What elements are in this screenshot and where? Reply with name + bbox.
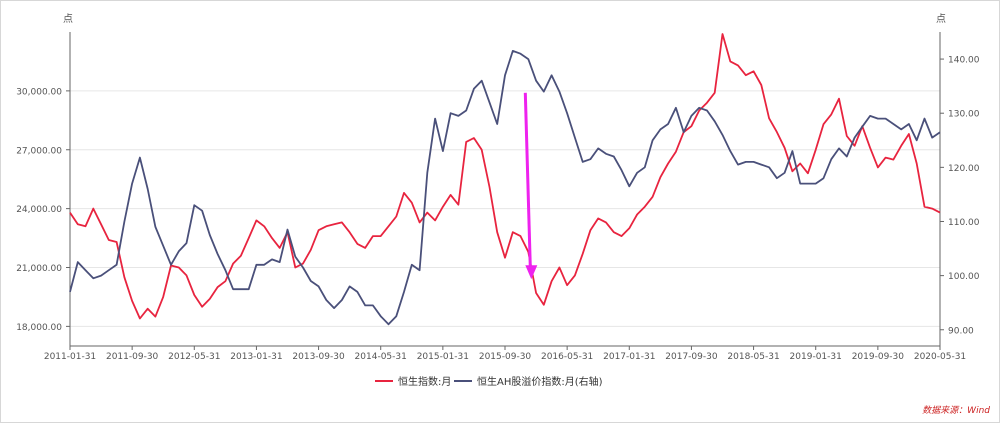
x-tick-label: 2011-01-31 xyxy=(44,352,96,362)
annotation-arrow xyxy=(523,92,538,280)
x-tick-label: 2017-01-31 xyxy=(603,352,655,362)
series-line-ah-premium xyxy=(69,50,941,326)
y-left-unit-label: 点 xyxy=(63,13,73,25)
x-tick-label: 2020-05-31 xyxy=(914,352,966,362)
y-left-tick-label: 30,000.00 xyxy=(16,87,62,97)
y-left-tick-label: 18,000.00 xyxy=(16,323,62,333)
y-right-tick-label: 120.00 xyxy=(948,164,980,174)
y-right-tick-label: 130.00 xyxy=(948,110,980,120)
x-tick-label: 2019-09-30 xyxy=(852,352,905,362)
y-right-tick-label: 140.00 xyxy=(948,56,980,66)
legend: 恒生指数:月 恒生AH股溢价指数:月(右轴) xyxy=(375,375,603,388)
y-right-tick-label: 90.00 xyxy=(948,326,974,336)
annotation-arrow-head xyxy=(525,265,538,280)
annotation-arrow-shaft xyxy=(523,92,532,268)
series-lines xyxy=(69,33,941,326)
x-axis-ticks: 2011-01-31 2011-09-30 2012-05-31 2013-01-31… xyxy=(44,346,966,362)
x-tick-label: 2018-05-31 xyxy=(727,352,779,362)
x-tick-label: 2016-05-31 xyxy=(541,352,593,362)
y-right-unit-label: 点 xyxy=(936,13,946,25)
x-tick-label: 2012-05-31 xyxy=(168,352,220,362)
x-tick-label: 2013-09-30 xyxy=(292,352,345,362)
x-tick-label: 2017-09-30 xyxy=(665,352,718,362)
y-left-tick-label: 21,000.00 xyxy=(16,264,62,274)
x-tick-label: 2019-01-31 xyxy=(790,352,842,362)
y-right-tick-label: 100.00 xyxy=(948,272,980,282)
series-line-hsi xyxy=(69,33,941,320)
x-tick-label: 2015-01-31 xyxy=(417,352,469,362)
gridlines xyxy=(70,90,940,327)
y-right-tick-label: 110.00 xyxy=(948,218,980,228)
x-tick-label: 2014-05-31 xyxy=(355,352,407,362)
y-left-tick-label: 24,000.00 xyxy=(16,205,62,215)
x-tick-label: 2015-09-30 xyxy=(479,352,532,362)
y-left-tick-label: 27,000.00 xyxy=(16,146,62,156)
legend-label-hsi: 恒生指数:月 xyxy=(398,375,451,388)
legend-label-ah-premium: 恒生AH股溢价指数:月(右轴) xyxy=(477,375,603,388)
y-left-axis-ticks: 18,000.00 21,000.00 24,000.00 27,000.00 30,0… xyxy=(16,87,70,333)
y-right-axis-ticks: 90.00 100.00 110.00 120.00 130.00 140.00 xyxy=(940,56,980,336)
x-tick-label: 2011-09-30 xyxy=(106,352,159,362)
source-note: 数据来源：Wind xyxy=(922,405,990,416)
x-tick-label: 2013-01-31 xyxy=(230,352,282,362)
